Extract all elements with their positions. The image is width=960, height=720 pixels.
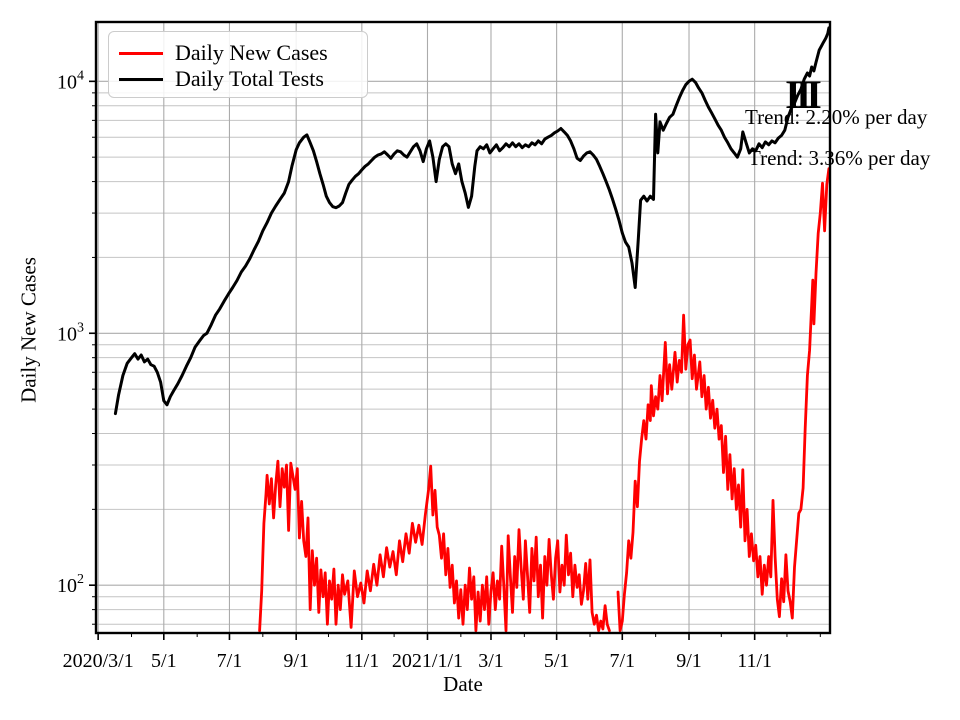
y-tick-label: 104 — [57, 68, 84, 93]
y-tick-label: 103 — [57, 320, 84, 345]
legend-label-daily-new-cases: Daily New Cases — [175, 40, 328, 65]
series-line-daily-new-cases — [258, 167, 830, 633]
x-tick-label: 2021/1/1 — [392, 650, 463, 672]
wave-iii-annotation: III — [785, 72, 822, 117]
x-tick-label: 5/1 — [544, 650, 570, 672]
series-layer — [113, 26, 830, 633]
x-tick-label: 5/1 — [151, 650, 177, 672]
y-axis-title: Daily New Cases — [16, 257, 41, 403]
legend: Daily New Cases Daily Total Tests — [108, 31, 368, 98]
legend-entry-daily-new-cases: Daily New Cases — [119, 40, 367, 66]
trend-annotation-top: Trend: 2.20% per day — [745, 105, 928, 129]
legend-line-sample-red — [119, 51, 163, 55]
x-tick-label: 2020/3/1 — [63, 650, 134, 672]
x-tick-label: 3/1 — [478, 650, 504, 672]
x-tick-label: 11/1 — [344, 650, 379, 672]
x-tick-label: 9/1 — [676, 650, 702, 672]
legend-label-daily-total-tests: Daily Total Tests — [175, 66, 324, 91]
x-tick-label: 7/1 — [217, 650, 243, 672]
x-tick-label: 11/1 — [737, 650, 772, 672]
grid-layer — [96, 22, 830, 633]
trend-annotation-bottom: Trend: 3.36% per day — [748, 146, 931, 170]
legend-line-sample-black — [119, 77, 163, 81]
x-tick-label: 7/1 — [610, 650, 636, 672]
plot-border — [94, 20, 832, 635]
axes-layer: 102 103 104 2020/3/1 5/1 7/1 9/1 11/1 2021/1/1 3/… — [57, 20, 832, 672]
y-tick-label: 102 — [57, 572, 84, 597]
legend-entry-daily-total-tests: Daily Total Tests — [119, 66, 367, 92]
series-line-daily-total-tests — [113, 26, 830, 416]
x-axis-title: Date — [443, 672, 483, 696]
x-tick-label: 9/1 — [283, 650, 309, 672]
